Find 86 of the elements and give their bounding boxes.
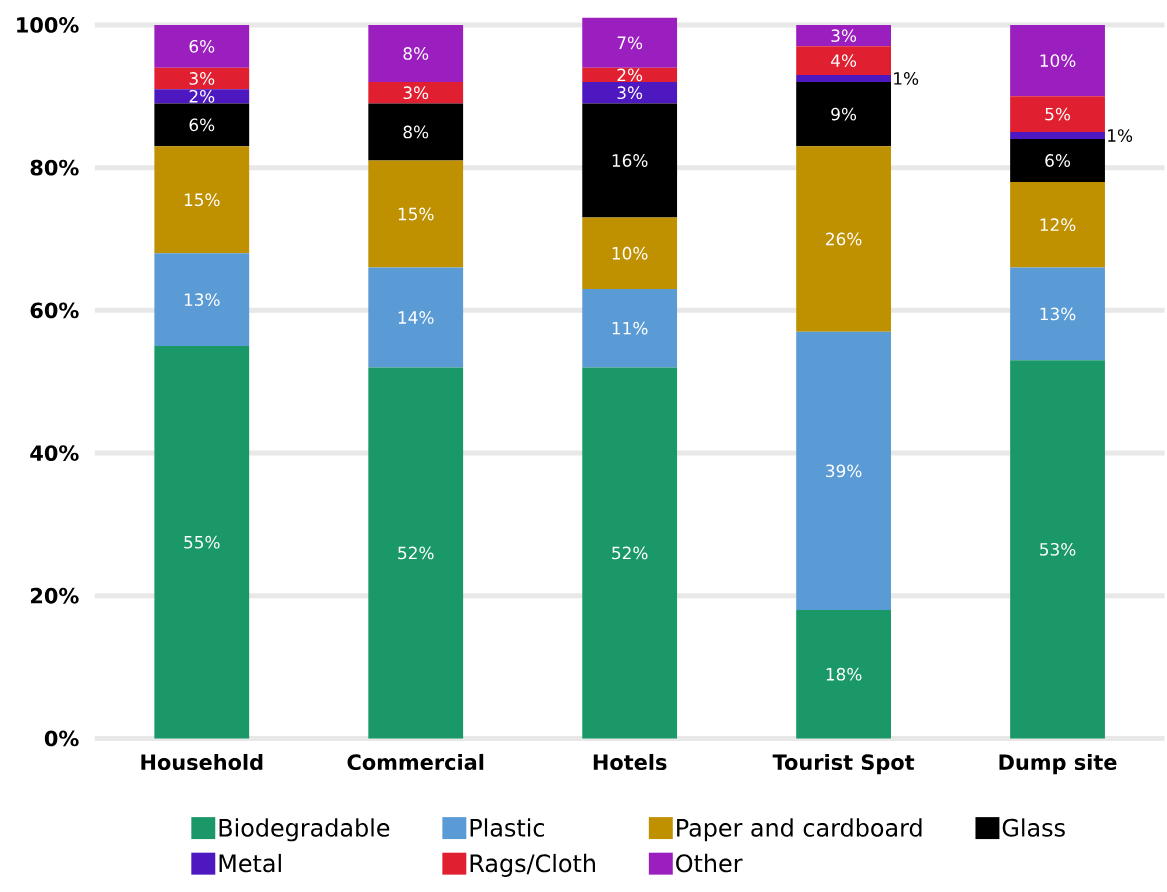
y-tick-label: 100% (17, 16, 79, 33)
x-tick-label: Tourist Spot (772, 753, 915, 775)
bar (368, 24, 464, 82)
data-label: 8% (403, 125, 429, 139)
data-label: 9% (831, 107, 857, 121)
y-tick-label: 80% (30, 159, 79, 176)
bar (154, 89, 250, 104)
bar (796, 24, 892, 47)
data-label: 16% (612, 154, 648, 167)
bar (154, 24, 250, 68)
data-label: 3% (617, 86, 643, 100)
legend-label: Biodegradable (219, 818, 390, 842)
x-tick-label: Household (141, 753, 263, 771)
data-label: 11% (612, 321, 648, 335)
x-tick-label: Dump site (999, 753, 1117, 775)
bar (796, 74, 892, 82)
bar (368, 160, 464, 268)
bar (154, 253, 250, 346)
data-label: 6% (189, 118, 215, 132)
bar (582, 288, 678, 368)
bar (368, 367, 464, 739)
data-label: 18% (826, 667, 862, 681)
x-tick-label: Hotels (593, 753, 667, 771)
data-label: 14% (398, 311, 434, 324)
legend-label: Plastic (470, 818, 544, 837)
bar (1010, 139, 1105, 182)
bar (1010, 181, 1105, 268)
x-tick-label: Commercial (347, 753, 484, 771)
bar (582, 17, 678, 68)
data-label: 1% (894, 71, 919, 85)
data-label: 3% (831, 29, 857, 42)
data-label: 3% (403, 86, 429, 100)
data-label: 10% (1040, 54, 1076, 67)
bar (796, 331, 892, 610)
legend-label: Rags/Cloth (470, 853, 595, 877)
y-tick-label: 40% (30, 445, 79, 461)
data-label: 26% (826, 232, 862, 246)
data-label: 3% (189, 71, 215, 85)
data-label: 53% (1040, 542, 1076, 556)
data-label: 6% (189, 39, 215, 53)
data-label: 12% (1040, 218, 1076, 232)
data-label: 8% (403, 47, 429, 60)
data-label: 55% (184, 535, 220, 549)
bar (796, 81, 892, 147)
data-label: 7% (617, 36, 643, 50)
y-tick-label: 60% (30, 302, 79, 319)
data-label: 5% (1045, 107, 1071, 121)
data-label: 10% (612, 246, 648, 260)
bar (1010, 267, 1105, 361)
data-label: 4% (831, 54, 857, 67)
bar (1010, 360, 1105, 739)
legend-label: Metal (219, 853, 281, 873)
bar (1010, 131, 1105, 140)
bar (368, 267, 464, 368)
bar (1010, 24, 1105, 97)
data-label: 13% (184, 293, 220, 306)
bar (368, 81, 464, 104)
bar (796, 609, 892, 739)
data-label: 2% (189, 89, 215, 103)
bar (796, 46, 892, 75)
bar (582, 67, 678, 82)
data-label: 15% (184, 193, 220, 207)
legend-label: Paper and cardboard (677, 818, 922, 842)
data-label: 39% (826, 464, 862, 478)
data-label: 2% (617, 68, 643, 82)
bar (368, 103, 464, 161)
bar (1010, 96, 1105, 132)
bar (582, 103, 678, 218)
bar (582, 367, 678, 739)
bar (796, 146, 892, 332)
data-label: 1% (1108, 129, 1133, 142)
data-label: 13% (1040, 307, 1076, 321)
data-label: 15% (398, 207, 434, 221)
legend-label: Glass (1002, 818, 1065, 837)
bar (154, 67, 250, 90)
data-label: 52% (612, 546, 648, 560)
bar (582, 81, 678, 104)
data-label: 52% (398, 546, 434, 560)
bar (154, 103, 250, 147)
y-tick-label: 0% (44, 730, 79, 747)
data-label: 6% (1045, 154, 1071, 167)
bar (154, 146, 250, 254)
y-tick-label: 20% (31, 587, 79, 604)
bar (154, 345, 250, 739)
bar (582, 217, 678, 289)
legend-label: Other (676, 853, 743, 873)
